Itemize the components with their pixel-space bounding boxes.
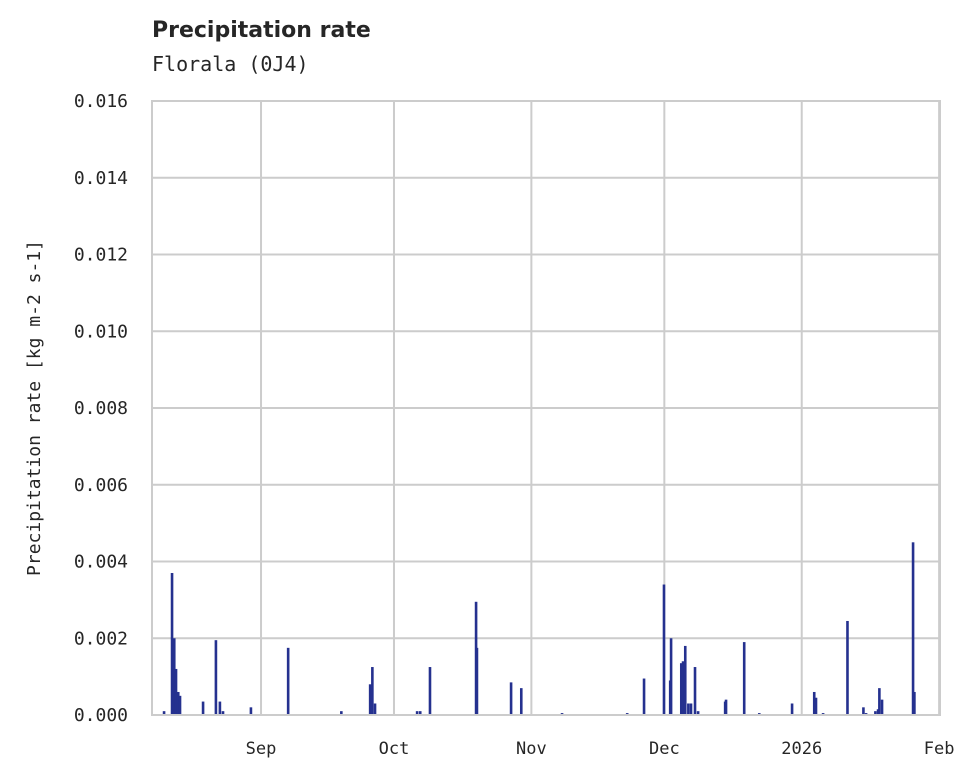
precip-bar [683, 645, 687, 715]
precip-bar [170, 573, 174, 715]
precip-bar [876, 709, 880, 715]
y-tick-label: 0.000 [74, 705, 128, 726]
precip-bar [286, 647, 290, 715]
precip-bar [475, 647, 479, 715]
precip-bar [874, 711, 877, 715]
x-tick-label: Sep [246, 739, 277, 759]
precip-bar [415, 711, 419, 715]
x-tick-label: Nov [516, 739, 547, 759]
precip-bar [662, 584, 666, 715]
plot-frame [151, 100, 941, 716]
precip-bar [693, 667, 697, 715]
precip-bar [418, 711, 422, 715]
x-tick-label: Oct [379, 739, 410, 759]
precip-bar [221, 711, 225, 715]
precip-bar [249, 707, 253, 715]
precip-bar [371, 667, 374, 715]
precip-bar [812, 691, 816, 715]
precip-bar [742, 642, 746, 715]
precip-bar [696, 711, 700, 715]
y-tick-label: 0.004 [74, 552, 128, 573]
precip-bar [178, 695, 182, 715]
precip-bar [509, 682, 513, 715]
precip-bar [681, 661, 685, 715]
x-tick-label: 2026 [781, 739, 822, 759]
precip-bar [176, 691, 180, 715]
precip-bar [174, 668, 178, 715]
y-tick-label: 0.016 [74, 91, 128, 112]
precip-bar [214, 640, 218, 715]
precip-bar [162, 711, 166, 715]
precip-bar [519, 688, 523, 715]
precip-bar [201, 701, 205, 715]
precip-bar [814, 697, 818, 715]
precip-bar [679, 663, 683, 715]
precip-bar [913, 691, 916, 715]
chart-title: Precipitation rate [152, 18, 371, 43]
x-tick-label: Feb [924, 739, 955, 759]
precip-bar [687, 703, 690, 715]
y-tick-label: 0.008 [74, 398, 128, 419]
precip-bar [642, 678, 646, 715]
precip-bar [862, 707, 865, 715]
precip-bar [218, 701, 222, 715]
precip-bar [689, 703, 693, 715]
precip-bar [878, 688, 881, 715]
y-tick-label: 0.012 [74, 245, 128, 266]
precip-bar [172, 638, 176, 715]
precip-bar [368, 684, 372, 715]
precip-bar [373, 703, 377, 715]
precip-bar [428, 667, 432, 715]
precip-bar [790, 703, 794, 715]
precip-bar [340, 711, 343, 715]
precip-bar [669, 638, 673, 715]
y-tick-label: 0.006 [74, 475, 128, 496]
precip-bar [724, 699, 728, 715]
precip-bar [880, 699, 884, 715]
y-axis-label: Precipitation rate [kg m-2 s-1] [24, 240, 45, 576]
y-tick-label: 0.002 [74, 628, 128, 649]
precip-bar [846, 620, 849, 715]
precip-bar [911, 542, 915, 715]
y-tick-label: 0.010 [74, 321, 128, 342]
y-tick-label: 0.014 [74, 168, 128, 189]
x-tick-label: Dec [649, 739, 680, 759]
chart-subtitle: Florala (0J4) [152, 52, 309, 76]
